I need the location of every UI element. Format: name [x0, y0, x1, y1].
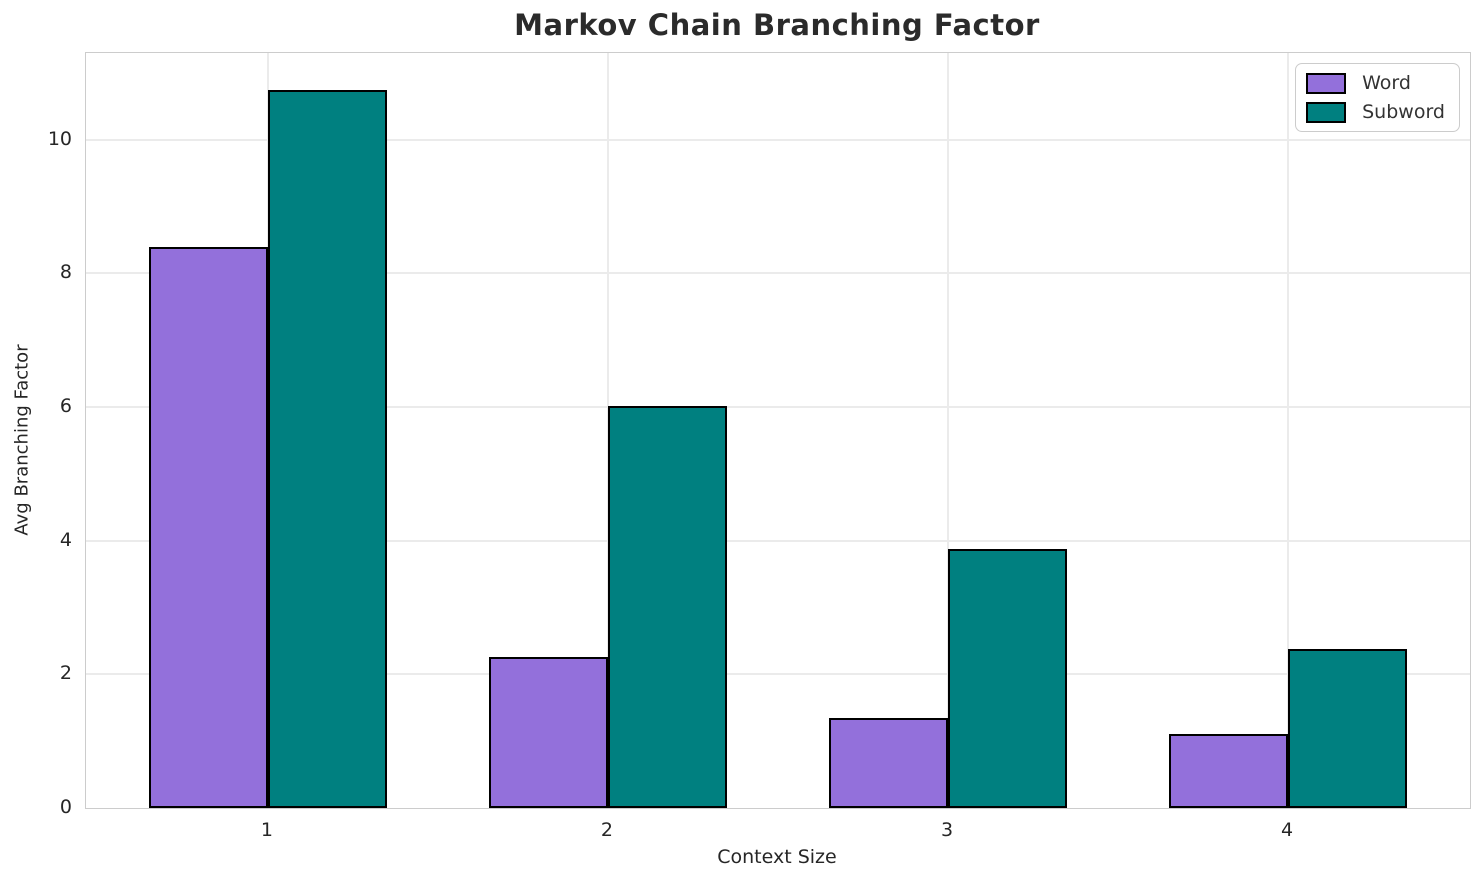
ytick-label-2: 2: [59, 662, 72, 685]
bar-subword-context-2: [607, 406, 727, 808]
bar-subword-context-3: [948, 549, 1068, 808]
legend-swatch-word: [1306, 72, 1347, 94]
xtick-label-1: 1: [260, 819, 273, 841]
bar-word-context-1: [148, 246, 268, 808]
gridline-x-4: [1287, 53, 1290, 808]
bar-word-context-4: [1169, 733, 1289, 808]
y-axis-label: Avg Branching Factor: [11, 344, 33, 536]
plot-area: Word Subword: [85, 52, 1471, 809]
ytick-label-8: 8: [59, 261, 72, 284]
ytick-label-10: 10: [47, 127, 72, 150]
legend-label-word: Word: [1362, 72, 1411, 94]
gridline-y-4: [86, 539, 1470, 542]
gridline-y-8: [86, 272, 1470, 275]
gridline-y-2: [86, 673, 1470, 676]
xtick-label-2: 2: [600, 819, 614, 841]
bar-subword-context-1: [267, 90, 387, 808]
legend-swatch-subword: [1306, 101, 1347, 123]
ytick-label-6: 6: [59, 395, 72, 418]
legend-item-subword: Subword: [1306, 101, 1445, 123]
ytick-label-4: 4: [59, 528, 72, 551]
xtick-label-3: 3: [940, 819, 954, 841]
legend-item-word: Word: [1306, 72, 1445, 94]
chart-title: Markov Chain Branching Factor: [514, 8, 1040, 42]
legend: Word Subword: [1295, 63, 1460, 132]
bar-word-context-2: [488, 657, 608, 808]
legend-label-subword: Subword: [1362, 101, 1445, 123]
gridline-y-10: [86, 138, 1470, 141]
gridline-y-6: [86, 406, 1470, 409]
x-axis-label: Context Size: [717, 846, 837, 868]
xtick-label-4: 4: [1281, 819, 1294, 841]
bar-subword-context-4: [1288, 648, 1408, 808]
ytick-label-0: 0: [59, 796, 72, 818]
gridline-x-3: [947, 53, 950, 808]
bar-word-context-3: [829, 717, 949, 808]
